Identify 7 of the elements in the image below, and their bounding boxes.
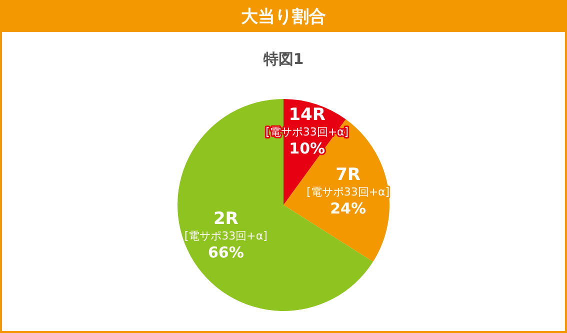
- data-label: 66%: [208, 244, 244, 262]
- data-label: 10%: [289, 139, 326, 158]
- chart-title: 大当り割合: [2, 2, 565, 32]
- slice-label: 2R [電サポ33回+α]: [184, 209, 268, 243]
- data-label: 24%: [330, 200, 366, 218]
- slice-label: 7R [電サポ33回+α]: [306, 165, 390, 199]
- chart-subtitle: 特図1: [262, 50, 305, 70]
